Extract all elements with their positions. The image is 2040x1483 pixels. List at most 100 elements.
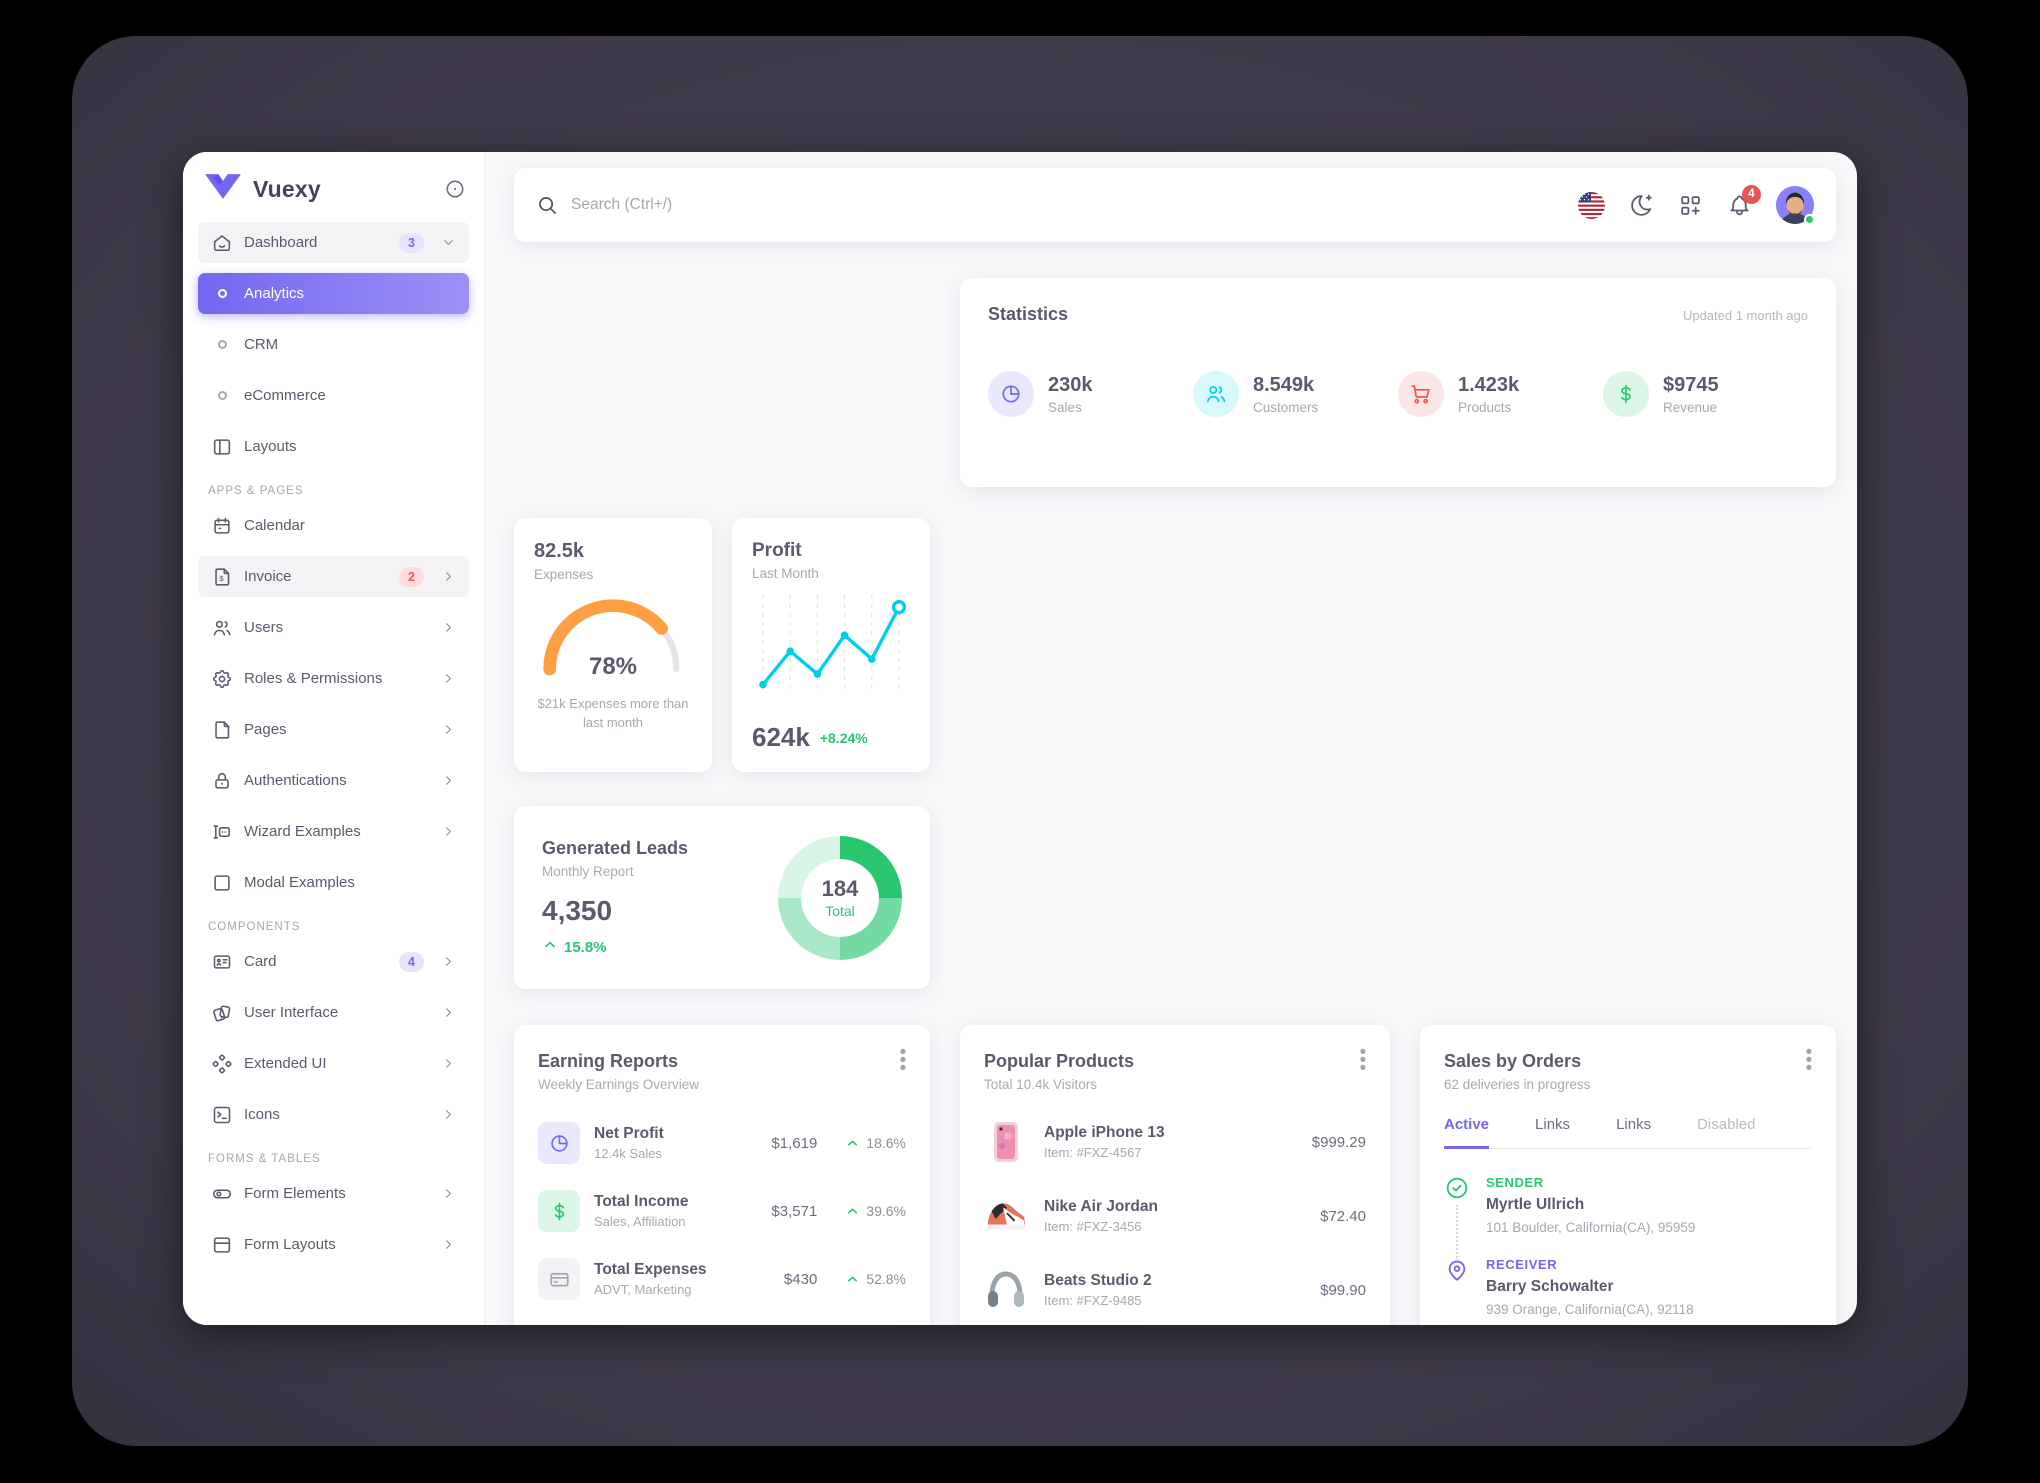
sidebar-item-label: Calendar bbox=[244, 517, 305, 534]
sidebar-item-authentications[interactable]: Authentications bbox=[198, 760, 469, 801]
sidebar-item-label: eCommerce bbox=[244, 387, 326, 404]
file-icon bbox=[211, 719, 233, 741]
earning-row-subtitle: ADVT, Marketing bbox=[594, 1282, 692, 1297]
sidebar-item-crm[interactable]: CRM bbox=[198, 324, 469, 365]
profit-delta: +8.24% bbox=[819, 729, 868, 746]
tab-active[interactable]: Active bbox=[1444, 1116, 1490, 1149]
sidebar-item-roles-permissions[interactable]: Roles & Permissions bbox=[198, 658, 469, 699]
tab-disabled[interactable]: Disabled bbox=[1697, 1116, 1756, 1133]
sidebar-item-card[interactable]: Card 4 bbox=[198, 941, 469, 982]
stat-label: Sales bbox=[1048, 399, 1082, 415]
earning-row-title: Total Expenses bbox=[594, 1261, 707, 1278]
sidebar-item-form-layouts[interactable]: Form Layouts bbox=[198, 1224, 469, 1265]
vuexy-logo-icon bbox=[205, 174, 241, 204]
sidebar-item-label: Layouts bbox=[244, 438, 297, 455]
sales-tabs: Active Links Links Disabled bbox=[1444, 1116, 1812, 1149]
sales-by-orders-card: Sales by Orders 62 deliveries in progres… bbox=[1420, 1025, 1836, 1325]
sidebar-item-label: Pages bbox=[244, 721, 287, 738]
earning-row-delta: 18.6% bbox=[866, 1135, 906, 1151]
kebab-menu-icon[interactable]: • • • bbox=[1359, 1042, 1367, 1079]
user-avatar[interactable] bbox=[1776, 186, 1815, 225]
sidebar-item-form-elements[interactable]: Form Elements bbox=[198, 1173, 469, 1214]
delivery-timeline: SENDER Myrtle Ullrich 101 Boulder, Calif… bbox=[1444, 1175, 1812, 1317]
leads-subtitle: Monthly Report bbox=[542, 864, 634, 879]
chart-pie-icon bbox=[988, 371, 1034, 417]
nav-section-components: COMPONENTS bbox=[208, 921, 301, 933]
earning-row-title: Total Income bbox=[594, 1193, 689, 1210]
sidebar-item-pages[interactable]: Pages bbox=[198, 709, 469, 750]
earning-row-total-income: Total Income Sales, Affiliation $3,571 39… bbox=[538, 1190, 906, 1232]
sidebar-item-wizard-examples[interactable]: Wizard Examples bbox=[198, 811, 469, 852]
earning-row-amount: $3,571 bbox=[771, 1202, 818, 1220]
dark-mode-moon-icon[interactable] bbox=[1629, 193, 1654, 218]
sidebar-item-invoice[interactable]: $ Invoice 2 bbox=[198, 556, 469, 597]
gear-icon bbox=[211, 668, 233, 690]
leads-total: 184 bbox=[821, 876, 859, 901]
sidebar-item-modal-examples[interactable]: Modal Examples bbox=[198, 862, 469, 903]
nav-section-apps-pages: APPS & PAGES bbox=[208, 485, 304, 497]
kebab-menu-icon[interactable]: • • • bbox=[899, 1042, 907, 1079]
popular-products-title: Popular Products bbox=[984, 1051, 1135, 1071]
tab-links-1[interactable]: Links bbox=[1535, 1116, 1571, 1133]
expenses-gauge: 78% bbox=[537, 598, 689, 683]
language-flag-icon[interactable] bbox=[1578, 191, 1605, 219]
bullet-icon bbox=[211, 334, 233, 356]
stat-label: Products bbox=[1458, 399, 1512, 415]
expenses-note: $21k Expenses more than last month bbox=[537, 696, 689, 730]
sidebar-item-label: Form Elements bbox=[244, 1185, 346, 1202]
app-window: Vuexy Dashboard 3 Analytics CRM bbox=[183, 152, 1857, 1325]
receiver-address: 939 Orange, California(CA), 92118 bbox=[1486, 1302, 1694, 1317]
receiver-name: Barry Schowalter bbox=[1486, 1278, 1614, 1295]
sidebar-item-icons[interactable]: Icons bbox=[198, 1094, 469, 1135]
sales-by-orders-subtitle: 62 deliveries in progress bbox=[1444, 1077, 1591, 1092]
stat-products: 1.423k Products bbox=[1398, 371, 1603, 417]
bullet-icon bbox=[211, 283, 233, 305]
caret-up-icon bbox=[845, 1136, 860, 1151]
currency-dollar-icon bbox=[1603, 371, 1649, 417]
chevron-right-icon bbox=[441, 569, 456, 584]
chevron-right-icon bbox=[441, 1186, 456, 1201]
dashboard-badge: 3 bbox=[399, 232, 424, 253]
receiver-label: RECEIVER bbox=[1486, 1257, 1558, 1272]
expenses-card: 82.5k Expenses 78% $21k Expenses more th… bbox=[514, 518, 712, 772]
earning-reports-title: Earning Reports bbox=[538, 1051, 679, 1071]
users-icon bbox=[211, 617, 233, 639]
search-input[interactable] bbox=[571, 196, 991, 214]
notifications-bell-icon[interactable]: 4 bbox=[1727, 184, 1761, 218]
tab-links-2[interactable]: Links bbox=[1616, 1116, 1652, 1133]
sidebar-item-calendar[interactable]: Calendar bbox=[198, 505, 469, 546]
brand: Vuexy bbox=[183, 152, 484, 218]
sidebar-item-users[interactable]: Users bbox=[198, 607, 469, 648]
iphone-product-image bbox=[984, 1120, 1028, 1164]
chevron-right-icon bbox=[441, 1107, 456, 1122]
sidebar-item-extended-ui[interactable]: Extended UI bbox=[198, 1043, 469, 1084]
statistics-updated: Updated 1 month ago bbox=[1682, 308, 1808, 323]
sidebar-collapse-toggle[interactable] bbox=[444, 178, 466, 200]
apps-grid-icon[interactable] bbox=[1678, 193, 1703, 218]
kebab-menu-icon[interactable]: • • • bbox=[1805, 1042, 1813, 1079]
sidebar-item-label: Dashboard bbox=[244, 234, 318, 251]
sidebar-item-dashboard[interactable]: Dashboard 3 bbox=[198, 222, 469, 263]
sidebar-item-layouts[interactable]: Layouts bbox=[198, 426, 469, 467]
stat-customers: 8.549k Customers bbox=[1193, 371, 1398, 417]
chart-pie-icon bbox=[538, 1122, 580, 1164]
product-item: Item: #FXZ-9485 bbox=[1044, 1293, 1142, 1308]
notification-count-badge: 4 bbox=[1742, 184, 1761, 204]
square-icon bbox=[211, 872, 233, 894]
stat-label: Customers bbox=[1253, 399, 1319, 415]
caret-up-icon bbox=[542, 937, 558, 957]
invoice-badge: 2 bbox=[399, 566, 424, 587]
earning-row-amount: $1,619 bbox=[771, 1134, 818, 1152]
product-name: Apple iPhone 13 bbox=[1044, 1124, 1165, 1141]
leads-title: Generated Leads bbox=[542, 838, 689, 858]
chevron-right-icon bbox=[441, 954, 456, 969]
product-row-beats: Beats Studio 2 Item: #FXZ-9485 $99.90 bbox=[984, 1268, 1366, 1312]
sidebar-item-label: Wizard Examples bbox=[244, 823, 361, 840]
sidebar-item-ecommerce[interactable]: eCommerce bbox=[198, 375, 469, 416]
bullet-icon bbox=[211, 385, 233, 407]
color-swatch-icon bbox=[211, 1002, 233, 1024]
popular-products-card: Popular Products Total 10.4k Visitors • •… bbox=[960, 1025, 1390, 1325]
timeline-receiver: RECEIVER Barry Schowalter 939 Orange, Ca… bbox=[1444, 1257, 1812, 1317]
sidebar-item-analytics[interactable]: Analytics bbox=[198, 273, 469, 314]
sidebar-item-user-interface[interactable]: User Interface bbox=[198, 992, 469, 1033]
